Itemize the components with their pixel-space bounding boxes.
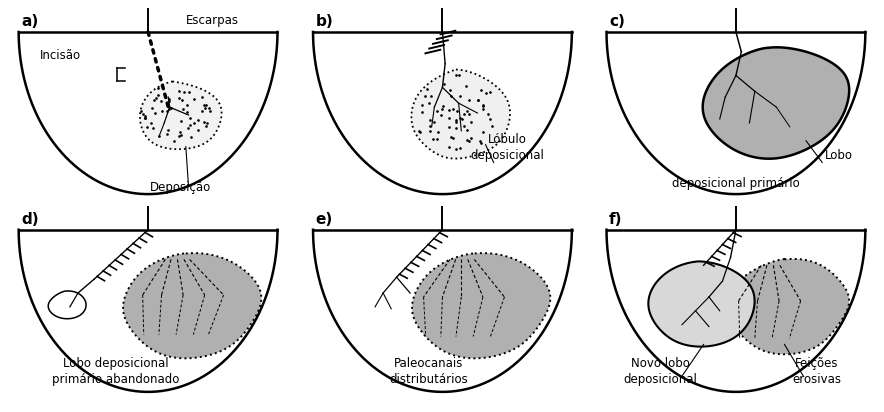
Polygon shape <box>140 82 222 149</box>
Text: Lobo deposicional
primário abandonado: Lobo deposicional primário abandonado <box>52 357 179 386</box>
Text: a): a) <box>21 14 39 29</box>
Text: d): d) <box>21 212 39 227</box>
Text: Deposição: Deposição <box>149 181 211 194</box>
Text: f): f) <box>609 212 622 227</box>
Text: deposicional primário: deposicional primário <box>672 177 800 190</box>
Polygon shape <box>412 253 551 358</box>
Polygon shape <box>648 261 755 346</box>
Text: Incisão: Incisão <box>41 49 81 62</box>
Text: b): b) <box>316 14 333 29</box>
Polygon shape <box>703 47 850 159</box>
Polygon shape <box>411 70 510 159</box>
Polygon shape <box>123 253 262 358</box>
Polygon shape <box>728 259 850 354</box>
Polygon shape <box>49 291 86 319</box>
Text: Lobo: Lobo <box>825 150 852 162</box>
Text: Feições
erosivas: Feições erosivas <box>792 357 842 386</box>
Text: e): e) <box>316 212 333 227</box>
Text: c): c) <box>609 14 625 29</box>
Text: Lóbulo
deposicional: Lóbulo deposicional <box>470 133 544 162</box>
Text: Paleocanais
distributários: Paleocanais distributários <box>390 357 469 386</box>
Text: Escarpas: Escarpas <box>186 14 239 27</box>
Text: Novo lobo
deposicional: Novo lobo deposicional <box>623 357 697 386</box>
